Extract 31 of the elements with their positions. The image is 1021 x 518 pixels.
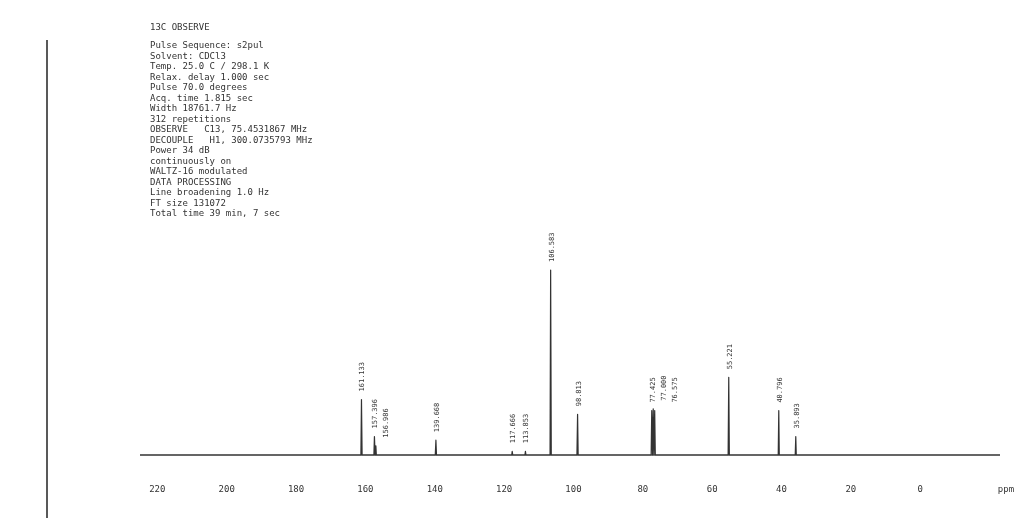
x-tick-label: 20	[845, 484, 857, 494]
x-tick-label: 200	[218, 484, 235, 494]
x-tick-label: 220	[149, 484, 166, 494]
x-tick-label: 140	[426, 484, 443, 494]
x-tick-label: 80	[637, 484, 649, 494]
x-tick-label: 160	[357, 484, 374, 494]
text: Pulse Sequence: s2pul	[150, 40, 264, 50]
x-tick-label: 100	[565, 484, 582, 494]
text: Pulse 70.0 degrees	[150, 82, 248, 92]
text: continuously on	[150, 155, 232, 166]
x-tick-label: 60	[706, 484, 718, 494]
text: Relax. delay 1.000 sec	[150, 71, 270, 82]
text: Width 18761.7 Hz	[150, 103, 237, 113]
chart-title: 13C OBSERVE	[150, 22, 210, 32]
text: DECOUPLE H1, 300.0735793 MHz	[150, 134, 313, 145]
text: WALTZ-16 modulated	[150, 166, 248, 176]
text: DATA PROCESSING	[150, 176, 232, 187]
text: Power 34 dB	[150, 145, 210, 155]
x-axis-title: ppm	[997, 484, 1015, 494]
text: 312 repetitions	[150, 113, 232, 124]
text: Total time 39 min, 7 sec	[150, 208, 281, 218]
x-tick-label: 120	[495, 484, 513, 494]
text: OBSERVE C13, 75.4531867 MHz	[150, 124, 308, 134]
text: Solvent: CDCl3	[150, 50, 226, 61]
text: FT size 131072	[150, 197, 226, 208]
text: Line broadening 1.0 Hz	[150, 187, 270, 197]
text: Acq. time 1.815 sec	[150, 92, 253, 103]
text: Temp. 25.0 C / 298.1 K	[150, 61, 270, 71]
x-tick-label: 40	[776, 484, 787, 494]
x-tick-label: 0	[917, 484, 923, 494]
x-tick-label: 180	[287, 484, 305, 494]
